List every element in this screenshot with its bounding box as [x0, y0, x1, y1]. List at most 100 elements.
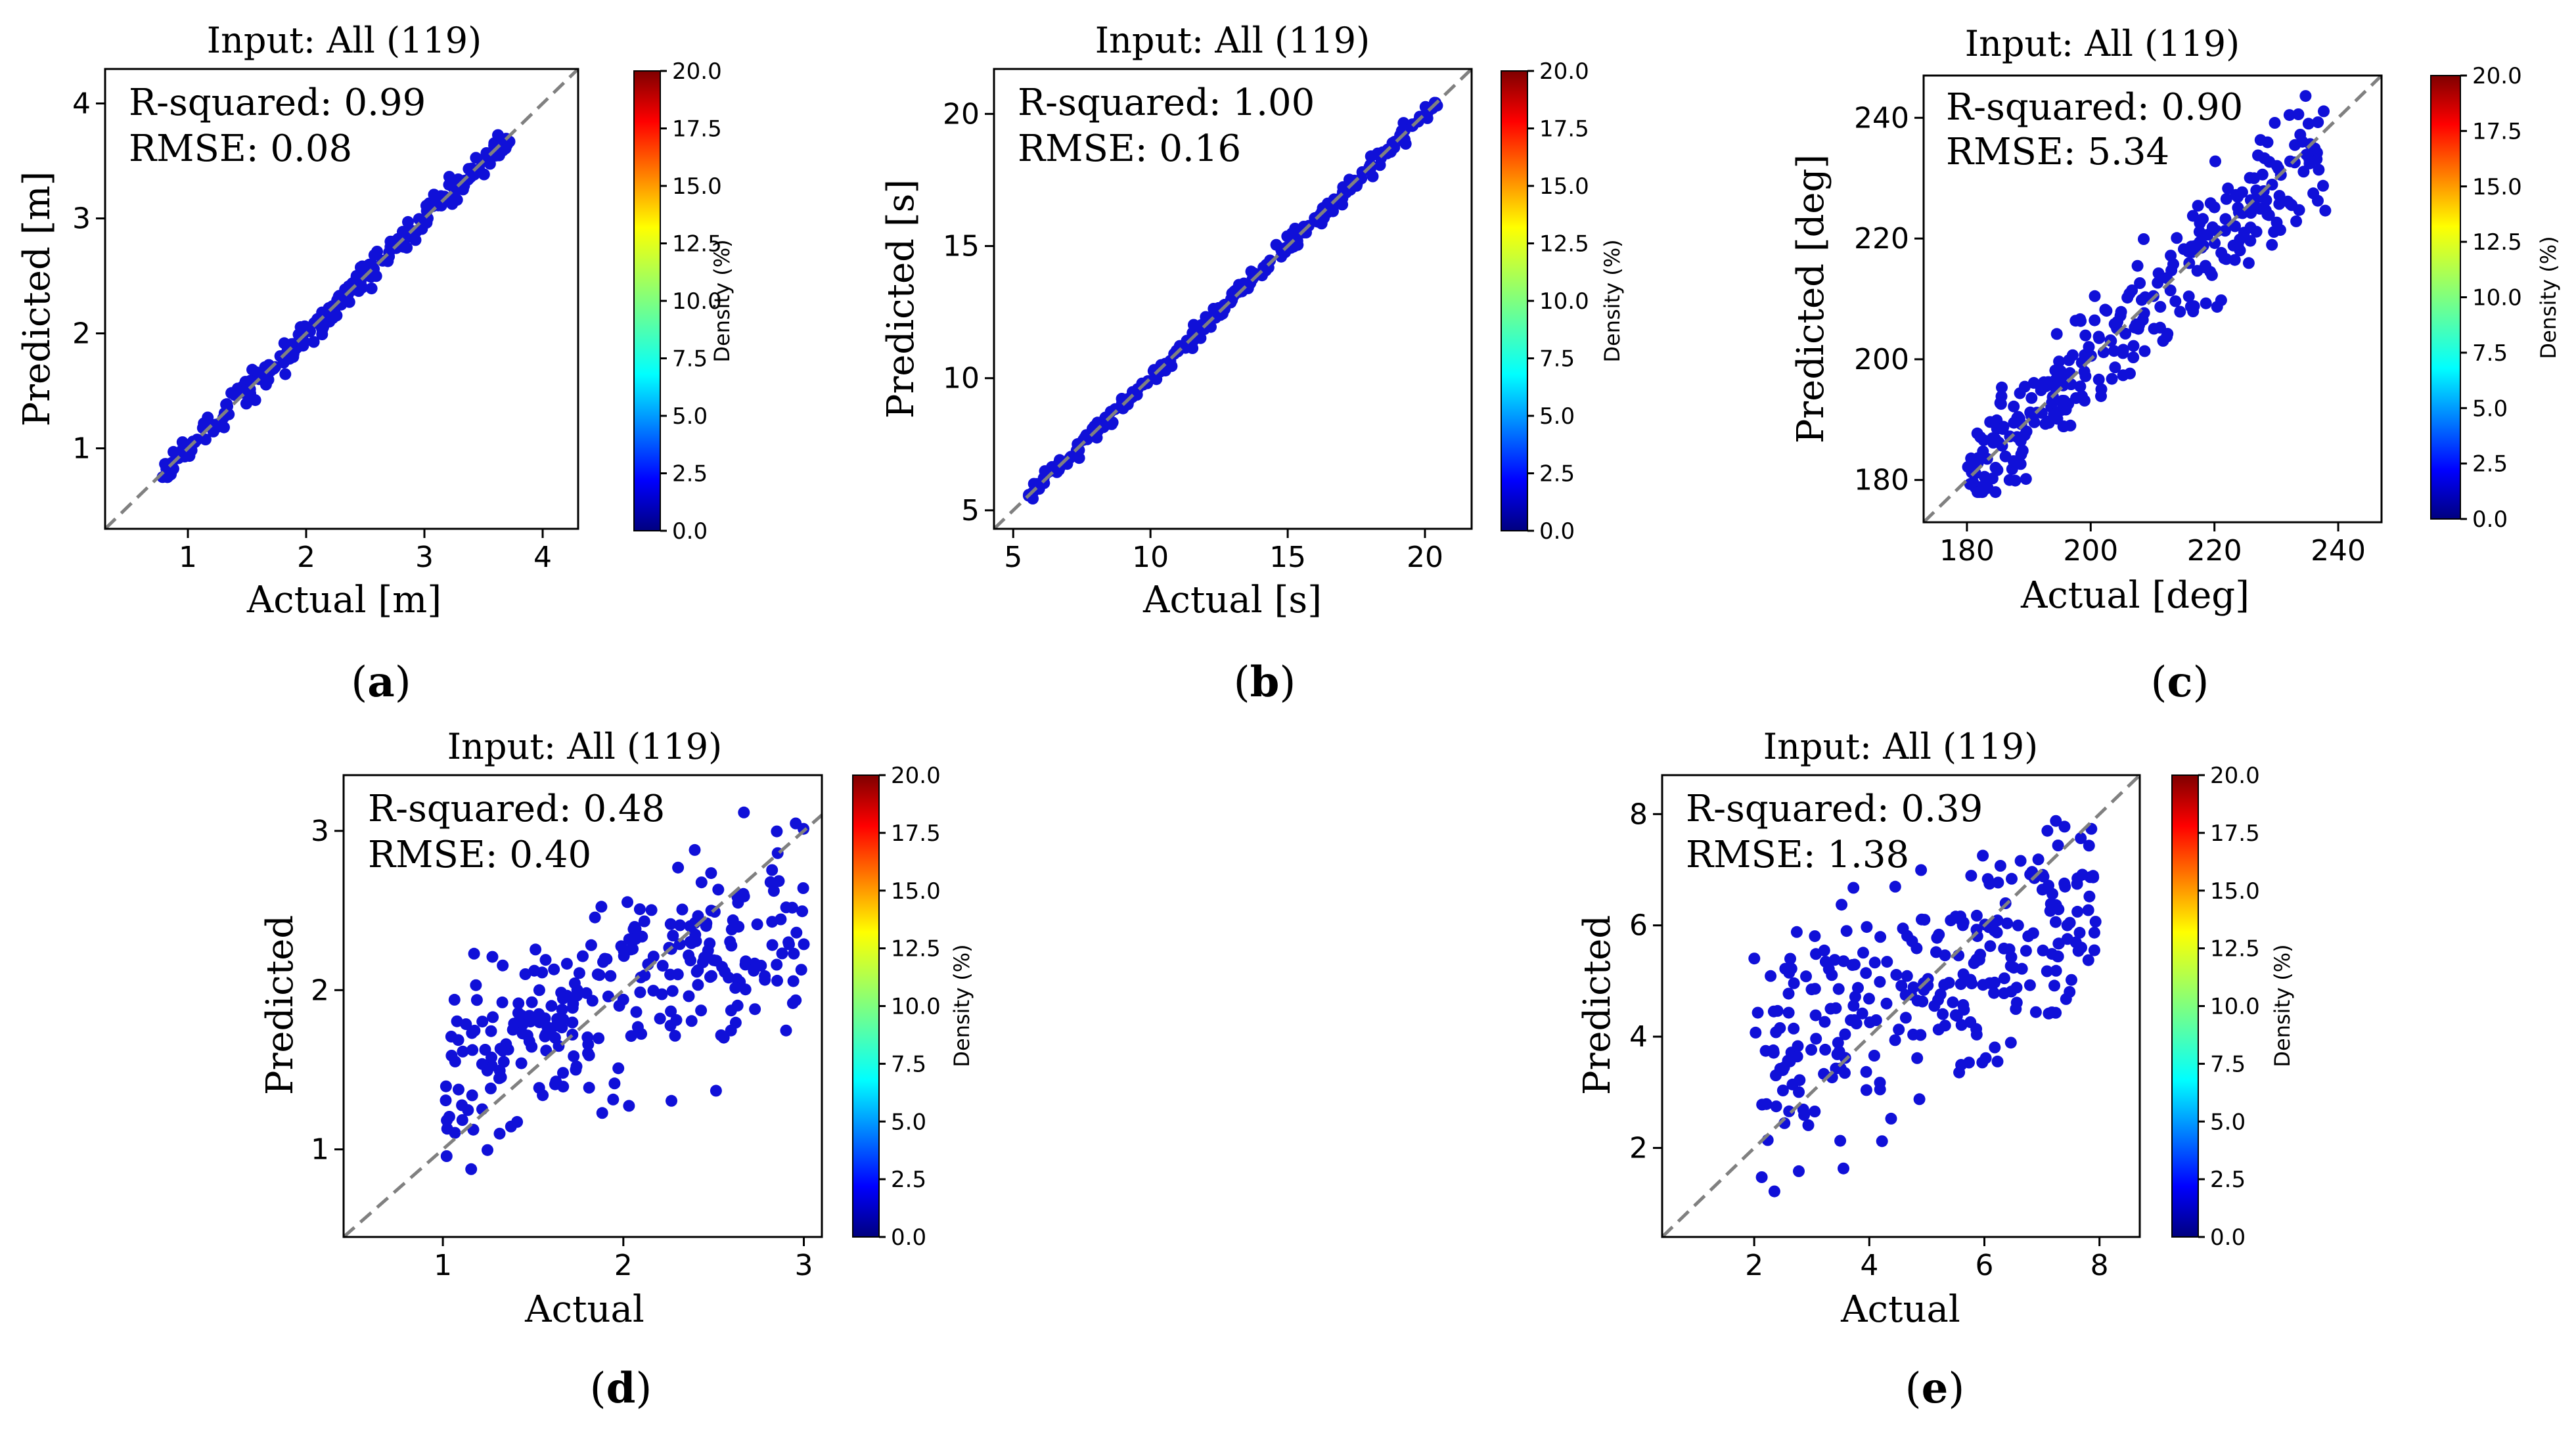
data-point [706, 970, 717, 982]
data-point [1860, 1066, 1872, 1078]
data-point [684, 920, 696, 932]
data-point [2089, 916, 2102, 928]
colorbar-ticks: 0.0 2.5 5.0 7.5 10.0 12.5 15.0 17.5 20.0 [879, 763, 941, 1251]
data-point [766, 864, 779, 876]
data-point [515, 1057, 528, 1069]
data-point [1889, 880, 1901, 893]
data-point [1930, 946, 1942, 958]
colorbar-tick-label: 0.0 [672, 518, 708, 545]
data-point [780, 1024, 792, 1037]
x-axis-label: Actual [m] [246, 579, 441, 621]
data-point [1323, 204, 1336, 215]
data-point [2075, 832, 2087, 844]
data-point [453, 1083, 464, 1096]
y-axis-label: Predicted [1576, 915, 1619, 1095]
data-point [623, 1100, 635, 1112]
data-point [2154, 301, 2167, 313]
data-point [486, 1051, 497, 1064]
colorbar-tick-label: 20.0 [2472, 63, 2522, 89]
data-point [2073, 926, 2086, 939]
data-point [2192, 200, 2204, 212]
data-point [493, 1127, 506, 1140]
data-point [2058, 820, 2071, 833]
data-point [1895, 979, 1908, 992]
data-point [1931, 931, 1943, 944]
colorbar-tick-label: 5.0 [672, 403, 708, 430]
data-point [2232, 238, 2244, 251]
data-point [2066, 974, 2077, 986]
data-point [1989, 1041, 2001, 1054]
data-point [179, 451, 191, 462]
data-point [2293, 204, 2305, 216]
x-ticks: 5 10 15 20 [1004, 529, 1443, 574]
data-point [1874, 1077, 1886, 1089]
colorbar: 0.0 2.5 5.0 7.5 10.0 12.5 15.0 17.5 20.0 Density… [1501, 58, 1625, 545]
colorbar-tick-label: 7.5 [2472, 340, 2508, 367]
data-point [1932, 1023, 1945, 1036]
data-point [665, 1005, 677, 1018]
data-point [2006, 872, 2018, 885]
data-point [798, 938, 810, 951]
panel-e: Input: All (119) 2 4 6 8 2 4 6 8 R-squared: 0.… [1576, 726, 2295, 1413]
data-point [1876, 1135, 1888, 1148]
data-point [330, 309, 343, 322]
data-point [2052, 840, 2064, 851]
data-point [2050, 1006, 2062, 1019]
data-point [2127, 351, 2140, 363]
x-tick-label: 180 [1939, 534, 1995, 568]
data-point [2063, 354, 2075, 367]
colorbar-tick-label: 10.0 [672, 288, 722, 315]
data-point [670, 1014, 683, 1026]
data-point [548, 963, 560, 976]
chart-title: Input: All (119) [1095, 20, 1370, 61]
data-point [2014, 387, 2026, 399]
data-point [307, 336, 320, 348]
data-point [2119, 327, 2132, 340]
data-point [2244, 235, 2257, 247]
data-point [2054, 365, 2067, 377]
data-point [1839, 1067, 1851, 1079]
colorbar-tick-label: 10.0 [891, 994, 941, 1020]
data-point [771, 958, 783, 971]
data-point [2191, 265, 2203, 277]
x-tick-label: 1 [434, 1249, 452, 1282]
data-point [725, 1024, 737, 1037]
r-squared-label: R-squared: 0.48 [368, 788, 665, 830]
data-point [1810, 1033, 1822, 1045]
data-point [2228, 254, 2241, 266]
data-point [2238, 227, 2250, 239]
data-point [2211, 301, 2223, 313]
colorbar-tick-label: 15.0 [2210, 878, 2260, 905]
data-point [1768, 1185, 1780, 1198]
data-point [1834, 1134, 1847, 1147]
chart-title: Input: All (119) [1965, 23, 2240, 64]
y-axis-label: Predicted [m] [16, 171, 58, 427]
data-point [2075, 315, 2087, 327]
data-point [2037, 870, 2050, 883]
data-point [595, 901, 608, 913]
colorbar-tick-label: 12.5 [672, 231, 722, 258]
colorbar-tick-label: 15.0 [1539, 173, 1589, 200]
y-tick-label: 200 [1854, 343, 1909, 376]
colorbar-tick-label: 0.0 [891, 1224, 926, 1251]
data-point [795, 964, 807, 976]
panel-label: (c) [2151, 658, 2209, 707]
colorbar-tick-label: 7.5 [1539, 346, 1575, 372]
data-point [2083, 890, 2096, 903]
colorbar-gradient [2171, 774, 2199, 1238]
data-point [599, 953, 611, 965]
data-point [168, 445, 179, 458]
data-point [2022, 930, 2035, 943]
data-point [2319, 204, 2332, 217]
data-point [645, 904, 658, 916]
data-point [635, 971, 647, 983]
colorbar-tick-label: 2.5 [2210, 1167, 2246, 1193]
data-point [2171, 232, 2183, 244]
data-point [1901, 970, 1913, 982]
x-ticks: 2 4 6 8 [1745, 1237, 2109, 1282]
data-point [1991, 1055, 2004, 1067]
data-point [607, 1093, 620, 1106]
r-squared-label: R-squared: 0.90 [1946, 86, 2243, 129]
data-point [161, 471, 173, 483]
plot-frame [104, 68, 579, 530]
